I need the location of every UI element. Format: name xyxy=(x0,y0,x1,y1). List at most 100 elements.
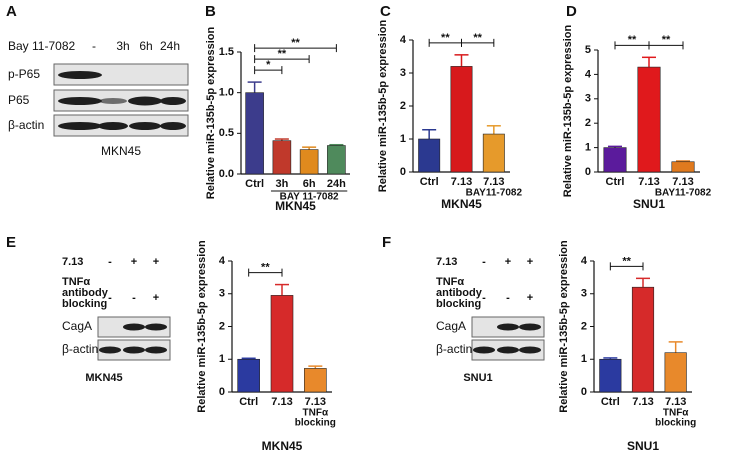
x-tick-label: Ctrl xyxy=(601,396,620,408)
x-axis-label: MKN45 xyxy=(275,199,316,213)
blot-band xyxy=(497,346,519,354)
panel-letters: A B C D E F xyxy=(6,3,577,251)
bar xyxy=(482,133,505,173)
bar-chart: 0 1 2 3 4 Relative miR-135b-5p expression Ctrl… xyxy=(558,240,696,453)
row-label: β-actin xyxy=(8,118,44,132)
x-tick-label: 24h xyxy=(327,178,346,190)
y-tick-label: 1 xyxy=(585,142,591,154)
blot-band xyxy=(129,122,161,130)
treatment-label: blocking xyxy=(436,298,481,310)
blot-band xyxy=(99,346,121,354)
blot-band xyxy=(160,122,186,130)
bar xyxy=(245,92,264,175)
panel-letter: E xyxy=(6,234,16,251)
significance-label: ** xyxy=(291,37,300,49)
cell-line: SNU1 xyxy=(463,372,492,384)
significance-label: * xyxy=(266,59,271,71)
blot-band xyxy=(58,122,102,130)
x-tick-label: 7.13 xyxy=(632,396,653,408)
x-tick-label: 6h xyxy=(303,178,316,190)
x-tick-label: 7.13 xyxy=(483,176,504,188)
treatment-sign: - xyxy=(482,292,486,304)
panel-letter: B xyxy=(205,3,216,20)
significance-label: ** xyxy=(278,48,287,60)
treatment-sign: + xyxy=(131,256,137,268)
row-label: CagA xyxy=(62,319,92,333)
blot-band xyxy=(58,97,102,105)
blot-band xyxy=(519,323,541,331)
y-tick-label: 1 xyxy=(219,353,225,365)
y-tick-label: 3 xyxy=(585,93,591,105)
treatment-label: 7.13 xyxy=(436,256,457,268)
blot-band xyxy=(123,346,145,354)
y-tick-label: 2 xyxy=(581,320,587,332)
x-axis-label: MKN45 xyxy=(441,197,482,211)
bar xyxy=(450,66,473,173)
treatment-label: blocking xyxy=(62,298,107,310)
bar xyxy=(418,138,441,173)
panel-letter: D xyxy=(566,3,577,20)
group-label: BAY 11-7082 xyxy=(280,192,339,203)
panel-letter: A xyxy=(6,3,17,20)
significance-label: ** xyxy=(628,34,637,46)
y-tick-label: 0.5 xyxy=(219,127,234,139)
significance-label: ** xyxy=(441,32,450,44)
treatment-sign: - xyxy=(108,256,112,268)
x-tick-label: Ctrl xyxy=(245,178,264,190)
y-tick-label: 3 xyxy=(219,288,225,300)
y-tick-label: 1.0 xyxy=(219,87,234,99)
x-tick-label: 7.13 xyxy=(672,176,693,188)
blot-band xyxy=(519,346,541,354)
significance-label: ** xyxy=(473,32,482,44)
bar xyxy=(327,145,346,175)
x-tick-sublabel: TNFα xyxy=(303,408,329,419)
x-tick-label: Ctrl xyxy=(420,176,439,188)
x-tick-sublabel: blocking xyxy=(295,418,336,429)
y-tick-label: 0 xyxy=(581,386,587,398)
x-tick-label: 3h xyxy=(275,178,288,190)
y-tick-label: 0 xyxy=(219,386,225,398)
y-tick-label: 1 xyxy=(400,133,406,145)
treatment-label: Bay 11-7082 xyxy=(8,39,75,53)
x-tick-label: 7.13 xyxy=(451,176,472,188)
bar xyxy=(599,358,622,393)
bar xyxy=(631,286,655,393)
x-tick-label: 7.13 xyxy=(665,396,686,408)
x-axis-label: SNU1 xyxy=(633,197,665,211)
blot-band xyxy=(145,346,167,354)
blot-band xyxy=(98,122,128,130)
blot-band xyxy=(123,323,145,331)
blot-band xyxy=(128,96,162,106)
blot-band xyxy=(160,97,186,105)
blot-strip xyxy=(53,63,189,86)
treatment-sign: + xyxy=(527,292,533,304)
panel-letter: F xyxy=(382,234,391,251)
treatment-label: 7.13 xyxy=(62,256,83,268)
treatment-sign: - xyxy=(132,292,136,304)
x-axis-label: MKN45 xyxy=(262,439,303,453)
x-tick-label: Ctrl xyxy=(239,396,258,408)
treatment-label: antibody xyxy=(436,287,483,299)
y-axis-label: Relative miR-135b-5p expression xyxy=(562,25,574,198)
y-axis-label: Relative miR-135b-5p expression xyxy=(205,27,217,200)
y-tick-label: 2 xyxy=(585,117,591,129)
blot-band xyxy=(58,71,102,79)
y-tick-label: 5 xyxy=(585,44,591,56)
treatment-sign: + xyxy=(527,256,533,268)
y-tick-label: 0 xyxy=(585,166,591,178)
bar xyxy=(270,295,294,393)
x-tick-label: Ctrl xyxy=(606,176,625,188)
treatment-sign: - xyxy=(108,292,112,304)
significance-label: ** xyxy=(261,261,270,273)
significance-label: ** xyxy=(622,255,631,267)
bar xyxy=(671,161,695,173)
y-axis-label: Relative miR-135b-5p expression xyxy=(196,240,208,413)
y-tick-label: 2 xyxy=(400,100,406,112)
y-tick-label: 3 xyxy=(400,67,406,79)
bar xyxy=(664,352,687,393)
y-axis-label: Relative miR-135b-5p expression xyxy=(377,20,389,193)
y-tick-label: 3 xyxy=(581,288,587,300)
